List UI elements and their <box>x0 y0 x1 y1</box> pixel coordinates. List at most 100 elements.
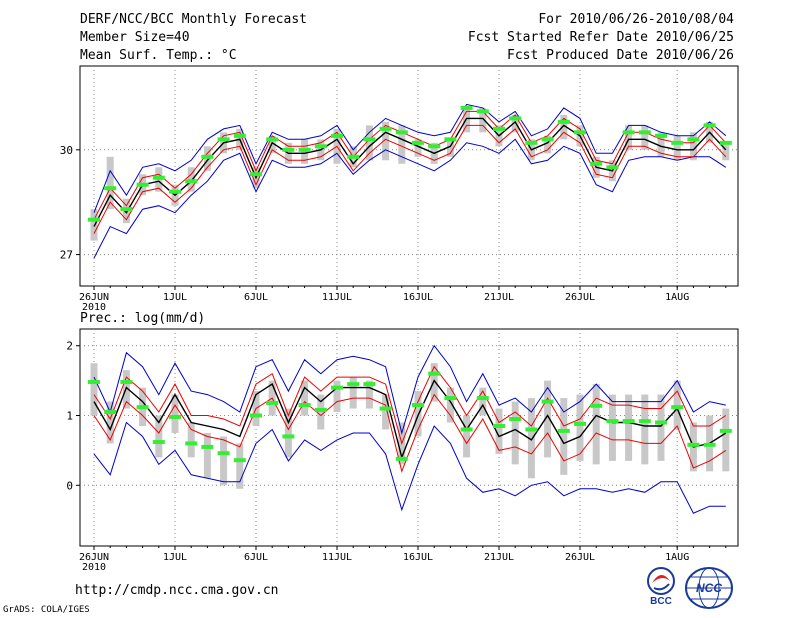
median-marker <box>412 403 424 408</box>
bcc-logo-text: BCC <box>650 596 672 606</box>
spread-box <box>608 394 616 461</box>
median-marker <box>201 154 214 159</box>
bcc-logo: BCC <box>647 567 675 606</box>
spread-box <box>560 398 568 475</box>
spread-box <box>511 114 519 133</box>
median-marker <box>460 105 473 110</box>
median-marker <box>703 442 716 447</box>
median-marker <box>152 440 165 445</box>
spread-box <box>689 132 697 161</box>
median-marker <box>622 130 635 135</box>
median-marker <box>638 130 651 135</box>
median-marker <box>395 130 408 135</box>
median-marker <box>606 165 619 170</box>
x-year-label: 2010 <box>82 302 106 313</box>
median-marker <box>590 161 603 166</box>
spread-box <box>722 142 730 161</box>
spread-box <box>463 415 471 458</box>
x-tick-label: 26JUL <box>565 292 595 303</box>
median-marker <box>331 133 343 138</box>
ncc-logo-text: NCC <box>696 581 722 595</box>
median-marker <box>282 434 295 439</box>
x-tick-label: 11JUL <box>322 292 352 303</box>
spread-box <box>641 394 649 465</box>
spread-box <box>187 422 195 458</box>
median-marker <box>719 428 732 433</box>
spread-box <box>90 209 98 241</box>
spread-box <box>560 114 568 140</box>
median-marker <box>671 140 684 145</box>
outer-high-line <box>93 103 727 213</box>
median-marker <box>574 421 586 426</box>
median-marker <box>169 189 181 194</box>
spread-box <box>301 380 309 416</box>
x-tick-label: 16JUL <box>403 292 433 303</box>
spread-box <box>576 394 584 461</box>
ensemble-mean-line <box>93 379 727 460</box>
median-marker <box>314 407 327 412</box>
x-tick-label: 21JUL <box>484 292 514 303</box>
x-tick-label: 1AUG <box>665 292 689 303</box>
header-produced-date: Fcst Produced Date 2010/06/26 <box>507 48 734 63</box>
spread-box <box>365 125 373 161</box>
spread-box <box>317 394 325 430</box>
median-marker <box>493 423 505 428</box>
x-tick-label: 6JUL <box>244 292 268 303</box>
outer-low-line <box>93 138 727 259</box>
median-marker <box>557 119 570 124</box>
header-variable: Mean Surf. Temp.: °C <box>80 48 237 63</box>
inner-high-line <box>93 365 727 445</box>
median-marker <box>428 371 441 376</box>
header-start-date: Fcst Started Refer Date 2010/06/25 <box>467 30 734 45</box>
median-marker <box>557 428 570 433</box>
x-tick-label: 11JUL <box>322 552 352 563</box>
outer-low-line <box>93 421 726 514</box>
panel-precipitation: 26JUN 1JUL 6JUL 11JUL 16JUL 21JUL 26JUL 1AUG201… <box>66 328 739 573</box>
spread-box <box>657 132 665 157</box>
median-marker <box>104 410 117 415</box>
spread-box <box>657 394 665 461</box>
median-marker <box>314 144 327 149</box>
median-marker <box>687 442 700 447</box>
median-marker <box>655 420 667 425</box>
median-marker <box>250 413 262 418</box>
median-marker <box>476 396 489 401</box>
median-marker <box>347 382 360 387</box>
median-marker <box>638 419 651 424</box>
x-tick-label: 26JUN <box>79 552 109 563</box>
median-marker <box>250 172 262 177</box>
median-marker <box>266 400 279 405</box>
median-marker <box>590 403 603 408</box>
footer-credit: GrADS: COLA/IGES <box>3 605 90 615</box>
spread-box <box>527 398 535 479</box>
y-tick-label: 30 <box>60 144 73 157</box>
spread-box <box>268 135 276 154</box>
median-marker <box>444 396 457 401</box>
median-marker <box>152 175 165 180</box>
x-year-label: 2010 <box>82 562 106 573</box>
median-marker <box>363 137 376 142</box>
median-marker <box>298 147 311 152</box>
median-marker <box>525 427 538 432</box>
header-title: DERF/NCC/BCC Monthly Forecast <box>80 12 307 27</box>
spread-box <box>544 380 552 458</box>
spread-box <box>430 363 438 402</box>
spread-box <box>673 135 681 161</box>
panel-temperature: 26JUN 1JUL 6JUL 11JUL 16JUL 21JUL 26JUL 1AUG 201… <box>60 65 739 313</box>
precip-panel-title: Prec.: log(mm/d) <box>80 311 205 326</box>
spread-box <box>171 394 179 433</box>
median-marker <box>217 137 230 142</box>
spread-box <box>625 125 633 150</box>
spread-box <box>495 408 503 454</box>
median-marker <box>169 414 181 419</box>
median-marker <box>347 154 360 159</box>
outer-high-line <box>93 344 726 435</box>
spread-box <box>349 377 357 409</box>
spread-box <box>592 384 600 465</box>
median-marker <box>104 186 117 191</box>
spread-box <box>106 156 114 210</box>
header-member-size: Member Size=40 <box>80 30 190 45</box>
median-marker <box>509 417 522 422</box>
spread-box <box>511 401 519 465</box>
